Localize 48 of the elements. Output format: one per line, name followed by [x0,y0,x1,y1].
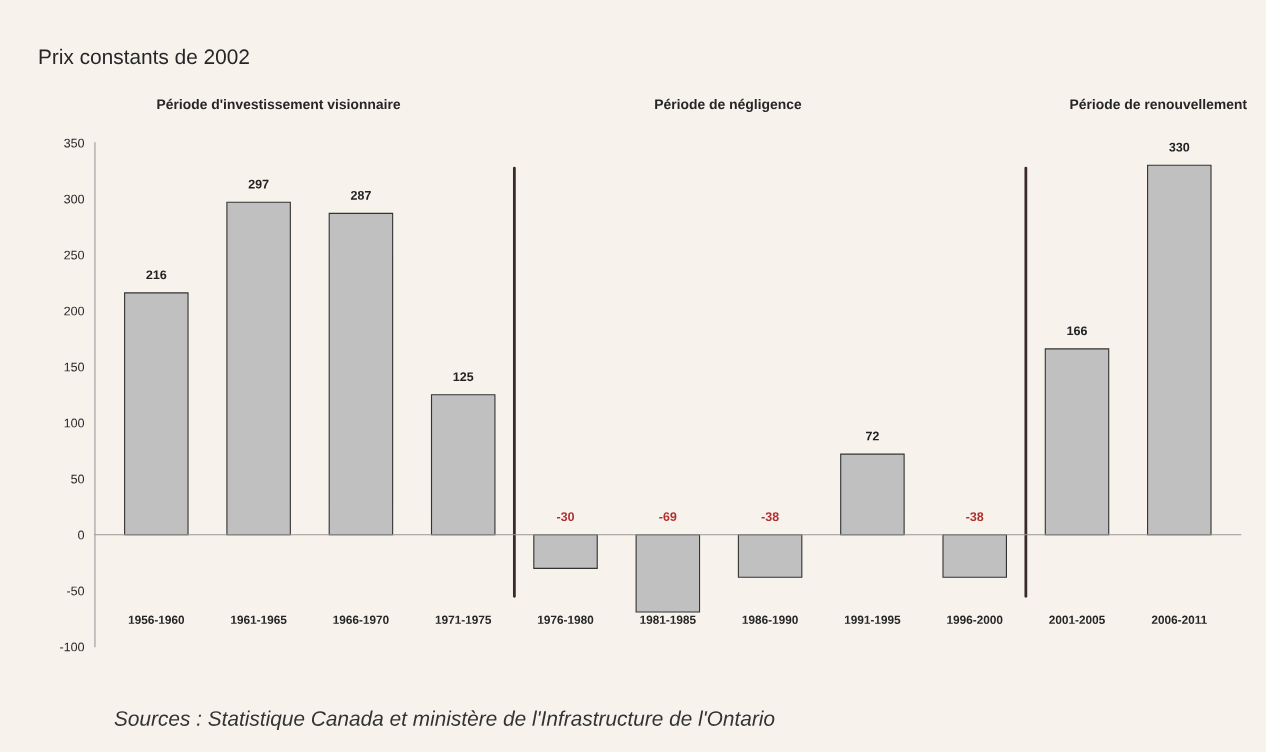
text: Période de renouvellement [1070,98,1247,110]
bar [1044,348,1110,536]
data-label: 216 [146,270,167,280]
data-label: -69 [659,512,677,522]
bar [942,534,1007,578]
x-tick-label: 1961-1965 [231,615,287,624]
y-tick-label: 350 [64,138,85,148]
data-label: 287 [350,190,371,200]
bar [124,292,189,536]
source-note: Sources : Statistique Canada et ministère de l'Infrastructure de l'Ontario [114,710,775,730]
x-tick-label: 1956-1960 [128,615,185,624]
x-tick-label: 1991-1995 [844,615,901,624]
chart-title: Prix constants de 2002 [39,48,249,65]
data-label: -38 [966,512,984,522]
bar [1147,164,1212,536]
data-label: -30 [556,512,575,522]
bar [430,394,496,536]
bar [635,534,701,613]
x-tick-label: 1971-1975 [435,615,492,624]
x-tick-label: 1976-1980 [538,615,594,624]
y-tick-label: 300 [64,194,85,204]
text: Période d'investissement visionnaire [157,98,401,110]
x-tick-label: 2006-2011 [1151,615,1207,624]
y-tick-label: 250 [64,250,85,260]
bar [533,534,598,569]
x-tick-label: 1966-1970 [333,615,389,624]
data-label: 166 [1067,326,1087,336]
y-tick-label: -100 [60,642,85,652]
y-tick-label: 50 [71,474,85,484]
bar [737,534,803,578]
data-label: 72 [866,431,879,441]
y-tick-label: 150 [64,362,85,372]
data-label: 297 [248,179,269,189]
y-tick-label: 100 [64,418,85,428]
x-tick-label: 2001-2005 [1049,615,1105,624]
x-tick-label: 1996-2000 [947,615,1003,624]
data-label: 330 [1169,142,1190,152]
text: Période de négligence [655,98,802,112]
y-tick-label: 0 [78,530,85,540]
x-tick-label: 1986-1990 [742,615,798,624]
bar [226,201,291,536]
bar [328,212,394,536]
bar [840,453,905,536]
y-tick-label: 200 [64,306,85,316]
y-tick-label: -50 [67,586,85,596]
data-label: -38 [761,512,779,522]
data-label: 125 [453,372,474,382]
x-tick-label: 1981-1985 [640,615,696,624]
